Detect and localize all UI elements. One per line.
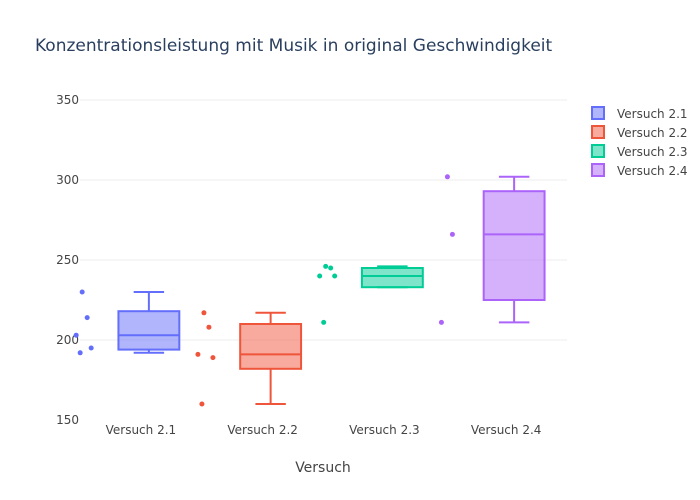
legend-label: Versuch 2.2 <box>617 126 688 140</box>
legend-label: Versuch 2.4 <box>617 164 688 178</box>
data-point <box>444 174 450 180</box>
legend-item: Versuch 2.1 <box>591 106 688 121</box>
legend-item: Versuch 2.3 <box>591 144 688 159</box>
box-trace <box>317 263 424 325</box>
x-tick-label: Versuch 2.1 <box>106 423 177 437</box>
legend-label: Versuch 2.3 <box>617 145 688 159</box>
data-point <box>317 273 323 279</box>
y-tick-label: 250 <box>56 253 79 267</box>
data-point <box>77 350 83 356</box>
data-point <box>84 315 90 321</box>
x-tick-label: Versuch 2.2 <box>227 423 298 437</box>
x-tick-label: Versuch 2.4 <box>471 423 542 437</box>
data-point <box>73 332 79 338</box>
legend: Versuch 2.1 Versuch 2.2 Versuch 2.3 Versuch… <box>591 106 688 178</box>
box-iqr <box>117 310 181 351</box>
data-point <box>206 324 212 330</box>
data-point <box>332 273 338 279</box>
box-trace <box>195 310 303 407</box>
data-point <box>201 310 207 316</box>
x-tick-label: Versuch 2.3 <box>349 423 420 437</box>
chart-title: Konzentrationsleistung mit Musik in orig… <box>35 36 553 56</box>
x-axis-title: Versuch <box>295 460 351 476</box>
data-point <box>449 231 455 237</box>
legend-item: Versuch 2.4 <box>591 163 688 178</box>
y-tick-label: 300 <box>56 173 79 187</box>
data-point <box>323 263 329 269</box>
data-point <box>438 319 444 325</box>
legend-swatch <box>591 163 605 177</box>
x-axis-ticks: Versuch 2.1 Versuch 2.2 Versuch 2.3 Versuch… <box>106 423 542 437</box>
box-iqr <box>482 190 546 301</box>
data-point <box>195 351 201 357</box>
y-tick-label: 350 <box>56 93 79 107</box>
box-trace <box>73 289 181 356</box>
y-tick-label: 200 <box>56 333 79 347</box>
data-point <box>328 265 334 271</box>
box-traces <box>73 174 546 407</box>
box-trace <box>438 174 546 325</box>
legend-swatch <box>591 144 605 158</box>
data-point <box>79 289 85 295</box>
box-iqr <box>239 323 303 370</box>
data-point <box>210 355 216 361</box>
y-tick-label: 150 <box>56 413 79 427</box>
data-point <box>88 345 94 351</box>
legend-item: Versuch 2.2 <box>591 125 688 140</box>
y-axis-ticks: 150 200 250 300 350 <box>56 93 79 427</box>
box-iqr <box>360 267 424 289</box>
legend-swatch <box>591 106 605 120</box>
legend-swatch <box>591 125 605 139</box>
legend-label: Versuch 2.1 <box>617 107 688 121</box>
data-point <box>199 401 205 407</box>
data-point <box>321 319 327 325</box>
